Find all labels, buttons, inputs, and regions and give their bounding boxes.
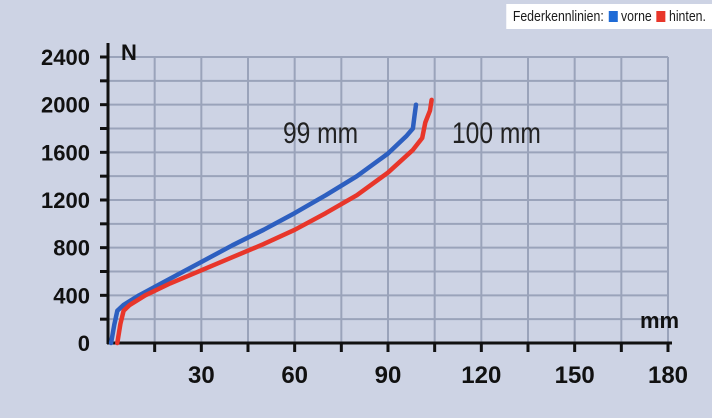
series-line-hinten <box>115 97 434 346</box>
axes <box>100 43 672 352</box>
series-line-vorne <box>108 102 419 346</box>
y-tick-label: 1200 <box>41 188 90 213</box>
legend-title: Federkennlinien: <box>512 8 604 25</box>
y-tick-label: 0 <box>78 331 90 356</box>
y-tick-label: 1600 <box>41 140 90 165</box>
y-tick-label: 800 <box>53 236 90 261</box>
x-tick-labels: 30 60 90 120 150 180 <box>188 362 688 389</box>
x-tick-label: 60 <box>281 362 308 389</box>
legend-label-hinten: hinten. <box>668 8 706 25</box>
legend-label-vorne: vorne <box>620 8 652 25</box>
y-axis-unit: N <box>121 40 137 65</box>
x-tick-label: 180 <box>648 362 688 389</box>
grid <box>108 56 669 343</box>
x-tick-label: 90 <box>375 362 402 389</box>
x-tick-label: 150 <box>555 362 595 389</box>
y-tick-label: 2000 <box>41 93 90 118</box>
x-tick-label: 120 <box>461 362 501 389</box>
x-tick-label: 30 <box>188 362 215 389</box>
legend-swatch-vorne <box>608 11 618 22</box>
y-tick-labels: 0 400 800 1200 1600 2000 2400 <box>41 45 90 356</box>
x-axis-unit: mm <box>640 308 679 333</box>
y-tick-label: 400 <box>53 283 90 308</box>
legend-swatch-hinten <box>656 11 666 22</box>
legend: Federkennlinien: vorne hinten. <box>505 4 712 29</box>
annotation-hinten: 100 mm <box>452 116 541 150</box>
series-lines <box>108 97 434 346</box>
annotation-vorne: 99 mm <box>283 116 358 150</box>
y-tick-label: 2400 <box>41 45 90 70</box>
